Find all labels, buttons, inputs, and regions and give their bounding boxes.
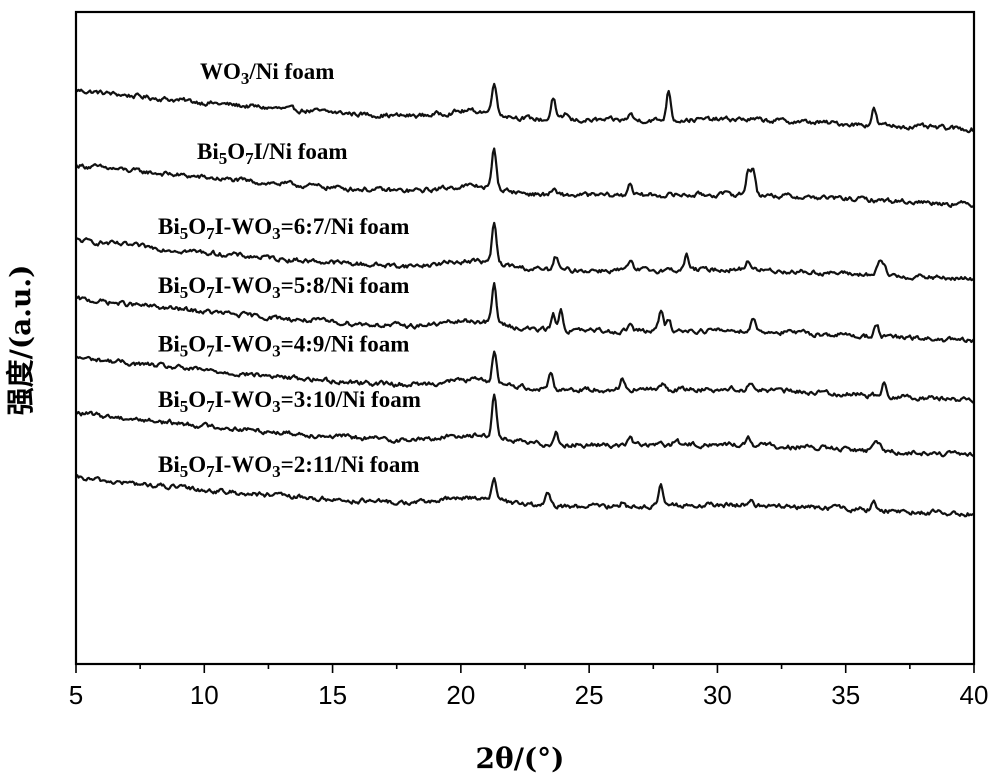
series-label-1: WO3/Ni foam xyxy=(200,59,334,88)
plot-frame xyxy=(74,10,976,666)
x-tick-label: 40 xyxy=(960,680,989,710)
series-line-6 xyxy=(75,393,975,458)
series-line-2 xyxy=(75,147,975,208)
series-line-7 xyxy=(75,474,975,518)
series-label-3: Bi5O7I-WO3=6:7/Ni foam xyxy=(158,214,409,243)
x-tick-label: 35 xyxy=(831,680,860,710)
x-tick-label: 5 xyxy=(69,680,83,710)
series-label-5: Bi5O7I-WO3=4:9/Ni foam xyxy=(158,332,409,361)
x-tick-label: 30 xyxy=(703,680,732,710)
x-axis-label: 2θ/(°) xyxy=(476,742,565,775)
series-label-2: Bi5O7I/Ni foam xyxy=(197,139,348,168)
series-line-4 xyxy=(75,282,975,344)
series-line-3 xyxy=(75,221,975,282)
x-tick-label: 15 xyxy=(318,680,347,710)
series-line-5 xyxy=(75,350,975,404)
y-axis-label: 强度/(a.u.) xyxy=(4,265,37,416)
series-label-6: Bi5O7I-WO3=3:10/Ni foam xyxy=(158,387,421,416)
series-label-layer: WO3/Ni foam Bi5O7I/Ni foam Bi5O7I-WO3=6:7/… xyxy=(158,59,421,481)
x-axis-ticks: 5 10 15 20 25 30 35 40 xyxy=(69,664,989,710)
x-tick-label: 25 xyxy=(575,680,604,710)
x-tick-label: 10 xyxy=(190,680,219,710)
series-label-7: Bi5O7I-WO3=2:11/Ni foam xyxy=(158,452,420,481)
x-tick-label: 20 xyxy=(446,680,475,710)
series-label-4: Bi5O7I-WO3=5:8/Ni foam xyxy=(158,273,409,302)
series-layer xyxy=(75,82,975,518)
series-line-1 xyxy=(75,82,975,134)
